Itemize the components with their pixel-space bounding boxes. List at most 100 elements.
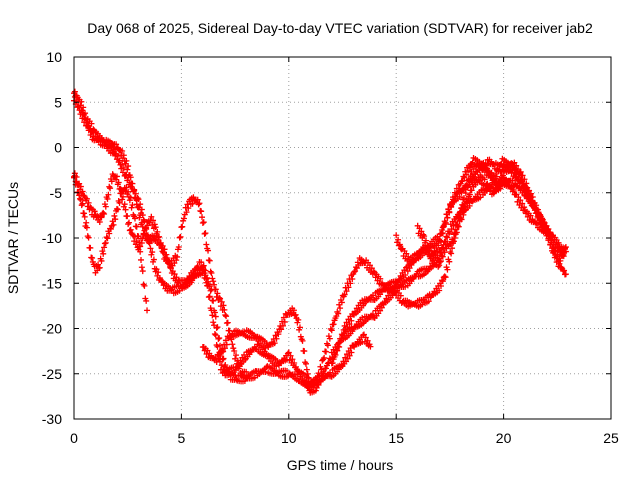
data-point bbox=[419, 301, 426, 308]
data-point bbox=[125, 163, 132, 170]
data-point bbox=[513, 162, 520, 169]
data-point bbox=[291, 360, 298, 367]
data-point bbox=[497, 185, 504, 192]
data-point bbox=[77, 195, 84, 202]
data-point bbox=[71, 93, 78, 100]
data-point bbox=[212, 286, 219, 293]
data-point bbox=[437, 258, 444, 265]
data-point bbox=[272, 332, 279, 339]
data-point bbox=[457, 215, 464, 222]
data-point bbox=[448, 204, 455, 211]
data-point bbox=[122, 206, 129, 213]
data-point bbox=[439, 253, 446, 260]
data-point bbox=[326, 369, 333, 376]
data-point bbox=[346, 321, 353, 328]
data-point bbox=[141, 230, 148, 237]
data-point bbox=[488, 184, 495, 191]
data-point bbox=[477, 172, 484, 179]
data-point bbox=[88, 120, 95, 127]
data-point bbox=[107, 185, 114, 192]
data-point bbox=[166, 261, 173, 268]
data-point bbox=[218, 298, 225, 305]
data-point bbox=[73, 98, 80, 105]
data-point bbox=[323, 365, 330, 372]
data-point bbox=[313, 376, 320, 383]
data-point bbox=[198, 259, 205, 266]
data-point bbox=[144, 232, 151, 239]
data-point bbox=[460, 211, 467, 218]
data-point bbox=[75, 103, 82, 110]
data-point bbox=[207, 287, 214, 294]
data-point bbox=[200, 266, 207, 273]
data-point bbox=[468, 187, 475, 194]
data-point bbox=[438, 282, 445, 289]
data-point bbox=[116, 157, 123, 164]
data-point bbox=[377, 275, 384, 282]
data-point bbox=[441, 249, 448, 256]
data-point bbox=[362, 334, 369, 341]
data-point bbox=[338, 362, 345, 369]
data-point bbox=[368, 265, 375, 272]
data-point bbox=[125, 174, 132, 181]
data-point bbox=[138, 264, 145, 271]
data-point bbox=[559, 253, 566, 260]
data-point bbox=[199, 219, 206, 226]
data-point bbox=[176, 234, 183, 241]
data-point bbox=[314, 379, 321, 386]
series-track-8 bbox=[414, 156, 550, 260]
data-point bbox=[84, 122, 91, 129]
x-tick-label: 0 bbox=[70, 430, 78, 446]
data-point bbox=[341, 322, 348, 329]
data-point bbox=[555, 239, 562, 246]
data-point bbox=[165, 258, 172, 265]
data-point bbox=[119, 148, 126, 155]
y-tick-label: -30 bbox=[42, 411, 62, 427]
data-point bbox=[215, 335, 222, 342]
data-point bbox=[436, 262, 443, 269]
data-point bbox=[334, 347, 341, 354]
data-point bbox=[436, 246, 443, 253]
data-point bbox=[515, 166, 522, 173]
data-point bbox=[121, 201, 128, 208]
data-point bbox=[144, 307, 151, 314]
data-point bbox=[139, 212, 146, 219]
data-point bbox=[521, 204, 528, 211]
data-point bbox=[343, 288, 350, 295]
data-point bbox=[100, 250, 107, 257]
data-point bbox=[458, 216, 465, 223]
data-point bbox=[515, 194, 522, 201]
data-point bbox=[552, 251, 559, 258]
data-point bbox=[211, 281, 218, 288]
data-point bbox=[462, 168, 469, 175]
data-point bbox=[206, 257, 213, 264]
data-point bbox=[120, 152, 127, 159]
data-point bbox=[519, 200, 526, 207]
data-point bbox=[132, 190, 139, 197]
data-point bbox=[150, 256, 157, 263]
data-point bbox=[110, 221, 117, 228]
data-point bbox=[444, 266, 451, 273]
data-point bbox=[73, 179, 80, 186]
data-point bbox=[99, 248, 106, 255]
data-point bbox=[498, 177, 505, 184]
data-point bbox=[463, 171, 470, 178]
data-point bbox=[119, 193, 126, 200]
data-point bbox=[301, 348, 308, 355]
data-point bbox=[391, 283, 398, 290]
series-track-4 bbox=[71, 172, 151, 314]
data-point bbox=[216, 294, 223, 301]
data-point bbox=[527, 212, 534, 219]
data-point bbox=[278, 326, 285, 333]
data-point bbox=[551, 254, 558, 261]
data-point bbox=[183, 209, 190, 216]
data-point bbox=[111, 212, 118, 219]
data-point bbox=[151, 221, 158, 228]
data-point bbox=[396, 241, 403, 248]
x-tick-labels: 0 5 10 15 20 25 bbox=[70, 430, 619, 446]
data-point bbox=[86, 125, 93, 132]
data-point bbox=[378, 304, 385, 311]
data-point bbox=[359, 314, 366, 321]
data-point bbox=[79, 188, 86, 195]
data-point bbox=[96, 264, 103, 271]
